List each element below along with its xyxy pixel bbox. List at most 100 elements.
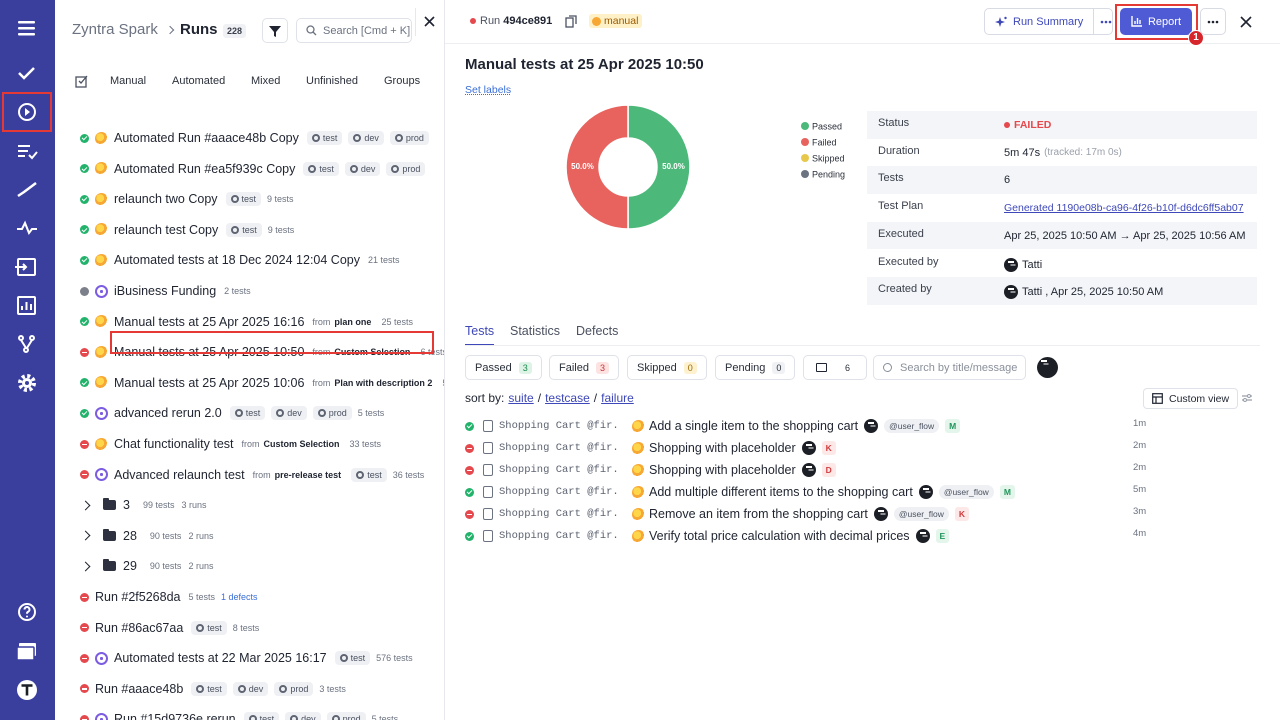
test-row[interactable]: Shopping Cart @fir... Shopping with place… — [465, 460, 1165, 480]
test-row[interactable]: Shopping Cart @fir... Add a single item t… — [465, 416, 1165, 436]
close-panel[interactable] — [415, 8, 444, 36]
run-meta: 576 tests — [376, 653, 413, 664]
select-icon[interactable] — [75, 74, 89, 88]
run-count: 228 — [223, 24, 247, 38]
status-icon — [80, 470, 89, 480]
detail-tab[interactable]: Statistics — [510, 324, 561, 338]
run-row[interactable]: Advanced relaunch test from pre-release te… — [80, 465, 444, 485]
gear-icon — [230, 195, 239, 204]
gear-icon — [290, 715, 299, 720]
steps-icon[interactable] — [17, 182, 37, 198]
detail-label: Created by — [878, 283, 932, 296]
run-row[interactable]: Automated tests at 18 Dec 2024 12:04 Cop… — [80, 250, 444, 270]
run-row[interactable]: Run #2f5268da 5 tests 1 defects — [80, 587, 444, 607]
settings-icon[interactable] — [18, 374, 36, 392]
set-labels[interactable]: Set labels — [465, 84, 512, 96]
assignee-avatar[interactable] — [1037, 357, 1058, 378]
status-icon — [80, 225, 89, 235]
run-row[interactable]: 3 99 tests 3 runs — [80, 495, 444, 515]
sort-option[interactable]: suite — [508, 391, 534, 405]
run-row[interactable]: Manual tests at 25 Apr 2025 16:16 from pla… — [80, 312, 444, 332]
filter-chip[interactable]: Failed 3 — [549, 355, 619, 380]
chart-icon[interactable] — [17, 296, 36, 315]
run-tab[interactable]: Unfinished — [306, 75, 358, 87]
folders-icon[interactable] — [16, 643, 36, 661]
run-row[interactable]: Run #15d9736e rerun test dev prod 5 tests — [80, 709, 444, 720]
highlight-box — [2, 92, 52, 132]
filter-button[interactable] — [262, 18, 288, 43]
list-icon[interactable] — [18, 145, 38, 160]
manual-badge: manual — [589, 14, 643, 28]
run-row[interactable]: relaunch two Copy test 9 tests — [80, 189, 444, 209]
run-type-icon — [95, 376, 108, 390]
filter-label: Skipped — [637, 361, 677, 374]
run-title: Advanced relaunch test — [114, 467, 245, 482]
run-row[interactable]: Run #aaace48b test dev prod 3 tests — [80, 679, 444, 699]
run-type-icon — [95, 131, 108, 145]
test-row[interactable]: Shopping Cart @fir... Verify total price … — [465, 526, 1165, 546]
status-icon — [80, 592, 89, 602]
defects-link[interactable]: 1 defects — [221, 592, 258, 602]
filter-chip[interactable]: Pending 0 — [715, 355, 796, 380]
run-row[interactable]: Automated Run #aaace48b Copy test dev prod — [80, 128, 444, 148]
user-name: Tatti , Apr 25, 2025 10:50 AM — [1022, 286, 1164, 299]
tag-text: test — [242, 224, 257, 235]
run-row[interactable]: 29 90 tests 2 runs — [80, 556, 444, 576]
run-title: Automated Run #aaace48b Copy — [114, 131, 299, 145]
tag-text: prod — [328, 408, 347, 419]
sort-option[interactable]: testcase — [545, 391, 590, 405]
test-search[interactable]: Search by title/message — [873, 355, 1026, 380]
run-row[interactable]: Run #86ac67aa test 8 tests — [80, 618, 444, 638]
test-letter: M — [999, 485, 1015, 499]
detail-row: Test Plan Generated 1190e08b-ca96-4f26-b1… — [867, 194, 1257, 222]
custom-view-button[interactable]: Custom view — [1143, 388, 1239, 409]
close-detail[interactable] — [1239, 15, 1253, 29]
filter-chip[interactable]: Passed 3 — [465, 355, 542, 380]
test-row[interactable]: Shopping Cart @fir... Add multiple differ… — [465, 482, 1165, 502]
test-row[interactable]: Shopping Cart @fir... Shopping with place… — [465, 438, 1165, 458]
filter-chip[interactable]: Skipped 0 — [627, 355, 707, 380]
detail-tab[interactable]: Defects — [576, 324, 619, 338]
detail-value: 5m 47s (tracked: 17m 0s) — [1004, 147, 1122, 159]
import-icon[interactable] — [15, 258, 36, 276]
help-icon[interactable] — [18, 603, 36, 621]
comments-chip[interactable]: 6 — [803, 355, 868, 380]
run-row[interactable]: Manual tests at 25 Apr 2025 10:06 from Pla… — [80, 373, 444, 393]
run-tab[interactable]: Automated — [172, 75, 226, 87]
test-row[interactable]: Shopping Cart @fir... Remove an item from… — [465, 504, 1165, 524]
run-row[interactable]: advanced rerun 2.0 test dev prod 5 tests — [80, 403, 444, 423]
run-tab[interactable]: Mixed — [251, 75, 281, 87]
run-title: Chat functionality test — [114, 437, 234, 451]
run-row[interactable]: Automated Run #ea5f939c Copy test dev prod — [80, 159, 444, 179]
menu-icon[interactable] — [18, 21, 35, 36]
summary-more[interactable] — [1094, 9, 1112, 34]
run-row[interactable]: relaunch test Copy test 9 tests — [80, 220, 444, 240]
run-type-icon — [95, 712, 108, 720]
expand-chevron — [80, 561, 91, 572]
settings-toggle[interactable] — [1241, 392, 1253, 404]
sort-option[interactable]: failure — [601, 391, 634, 405]
pulse-icon[interactable] — [17, 220, 37, 236]
breadcrumb-project[interactable]: Zyntra Spark — [72, 21, 158, 38]
branch-icon[interactable] — [18, 335, 35, 353]
test-time: 1m — [1133, 418, 1147, 429]
runs-icon[interactable] — [18, 103, 36, 121]
detail-tab[interactable]: Tests — [465, 324, 495, 346]
run-row[interactable]: Automated tests at 22 Mar 2025 16:17 test… — [80, 648, 444, 668]
step-badge: 1 — [1188, 30, 1204, 46]
copy-icon[interactable] — [565, 15, 577, 28]
report-button[interactable]: Report — [1120, 8, 1192, 35]
more-button[interactable] — [1200, 8, 1226, 35]
from-name: pre-release test — [274, 469, 342, 480]
run-summary-button[interactable]: Run Summary — [985, 9, 1095, 34]
run-row[interactable]: 28 90 tests 2 runs — [80, 526, 444, 546]
run-tab[interactable]: Manual — [110, 75, 147, 87]
check-icon[interactable] — [18, 67, 35, 80]
search-box[interactable]: Search [Cmd + K] — [296, 18, 412, 43]
assignee-avatar — [873, 507, 888, 521]
run-row[interactable]: iBusiness Funding 2 tests — [80, 281, 444, 301]
test-plan-link[interactable]: Generated 1190e08b-ca96-4f26-b10f-d6dc6f… — [1004, 202, 1244, 215]
run-row[interactable]: Chat functionality test from Custom Select… — [80, 434, 444, 454]
testcase-icon — [483, 486, 493, 498]
run-tab[interactable]: Groups — [384, 75, 421, 87]
